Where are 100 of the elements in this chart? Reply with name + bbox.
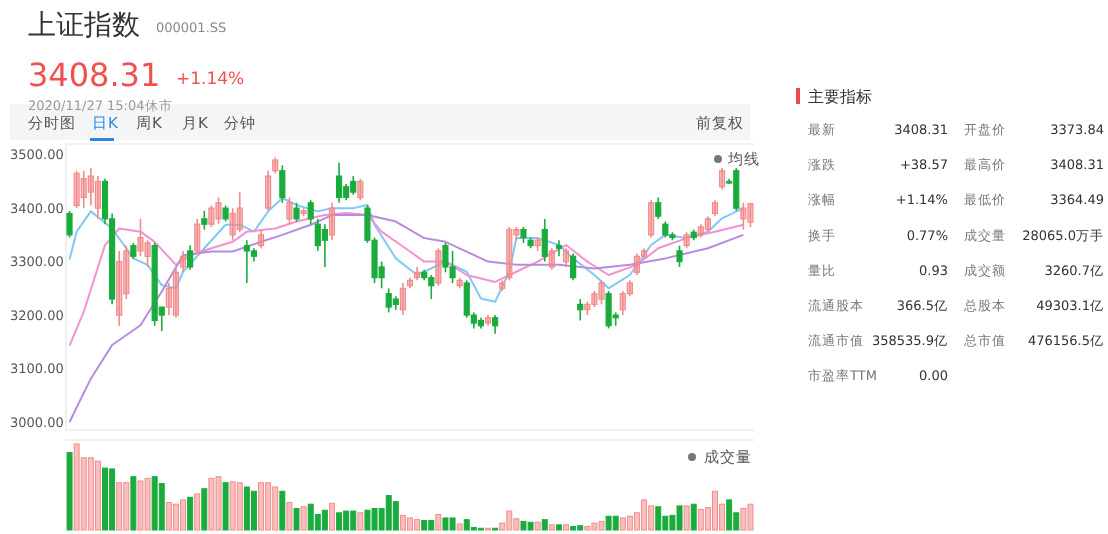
bar <box>229 481 236 531</box>
candlestick <box>335 161 343 204</box>
candlestick <box>73 169 80 209</box>
candlestick <box>492 314 499 335</box>
bar <box>286 501 293 531</box>
candlestick <box>87 167 94 207</box>
bar <box>641 499 648 531</box>
bar <box>87 457 94 531</box>
bar <box>712 490 718 531</box>
bar <box>250 490 257 531</box>
candlestick <box>506 226 513 282</box>
bar <box>619 517 626 531</box>
candlestick <box>187 244 194 271</box>
bar <box>329 502 335 531</box>
candlestick <box>201 210 208 231</box>
candlestick <box>66 210 73 239</box>
bar <box>655 506 662 531</box>
candlestick <box>194 218 201 255</box>
bar <box>648 505 655 531</box>
candlestick <box>577 298 584 322</box>
candlestick <box>619 290 626 316</box>
candlestick <box>626 279 633 298</box>
bar <box>633 512 640 531</box>
candlestick <box>648 199 655 239</box>
bar <box>726 499 733 531</box>
bar <box>165 501 172 531</box>
candlestick <box>499 279 506 292</box>
bar <box>137 480 144 531</box>
candlestick <box>116 250 123 327</box>
candlestick <box>179 250 187 274</box>
bar <box>428 520 435 531</box>
candlestick <box>605 290 612 330</box>
candlestick <box>399 282 406 316</box>
candlestick <box>293 202 300 223</box>
candlestick <box>449 250 456 284</box>
candlestick <box>406 276 414 290</box>
bar <box>747 503 754 531</box>
bar <box>399 514 406 531</box>
candlestick <box>321 223 328 268</box>
bar <box>236 482 243 531</box>
candlestick <box>208 204 215 228</box>
bar <box>676 505 683 531</box>
candlestick <box>562 247 570 268</box>
bar <box>123 482 130 531</box>
bar <box>697 508 704 531</box>
candlestick <box>719 167 726 191</box>
bar <box>116 482 123 531</box>
bar <box>513 518 520 531</box>
bar <box>336 512 343 531</box>
text: +1.14% <box>176 70 245 90</box>
bar <box>385 495 392 531</box>
candlestick <box>123 244 130 300</box>
candlestick <box>414 266 421 282</box>
bar <box>187 496 194 531</box>
bar <box>463 519 470 531</box>
candlestick <box>435 247 442 287</box>
candlestick <box>236 191 243 234</box>
candlestick <box>548 247 555 271</box>
bar <box>300 506 307 531</box>
bar <box>180 499 187 531</box>
bar <box>555 524 562 531</box>
bar <box>605 515 612 531</box>
bar <box>577 525 584 531</box>
candlestick <box>350 175 357 196</box>
bar <box>222 482 229 531</box>
bar <box>690 503 697 531</box>
candlestick <box>484 314 492 327</box>
bar <box>548 524 555 531</box>
bar <box>506 510 513 531</box>
bar <box>321 509 328 531</box>
bar <box>350 510 357 531</box>
bar <box>442 517 449 531</box>
chart-title: 上证指数 <box>28 10 140 42</box>
candlestick <box>144 239 151 268</box>
bar <box>683 505 690 531</box>
bar <box>626 515 633 531</box>
candlestick <box>704 215 711 234</box>
candlestick <box>215 196 222 225</box>
bar <box>612 515 619 531</box>
candlestick <box>94 175 101 220</box>
candlestick <box>357 177 364 201</box>
bar <box>357 512 364 531</box>
bar <box>158 483 165 531</box>
bar <box>130 476 137 531</box>
bar <box>201 488 208 531</box>
candlestick <box>165 282 172 316</box>
candlestick <box>272 156 279 175</box>
bar <box>704 507 711 531</box>
bar <box>80 457 87 531</box>
candlestick <box>257 228 265 250</box>
bar <box>109 468 116 531</box>
candlestick <box>229 207 236 242</box>
bar <box>499 522 506 531</box>
bar <box>527 521 534 531</box>
bar <box>343 510 350 531</box>
candlestick <box>598 279 605 306</box>
candlestick <box>697 223 704 239</box>
candlestick <box>676 244 683 268</box>
bar <box>435 514 442 531</box>
bar <box>591 522 598 531</box>
